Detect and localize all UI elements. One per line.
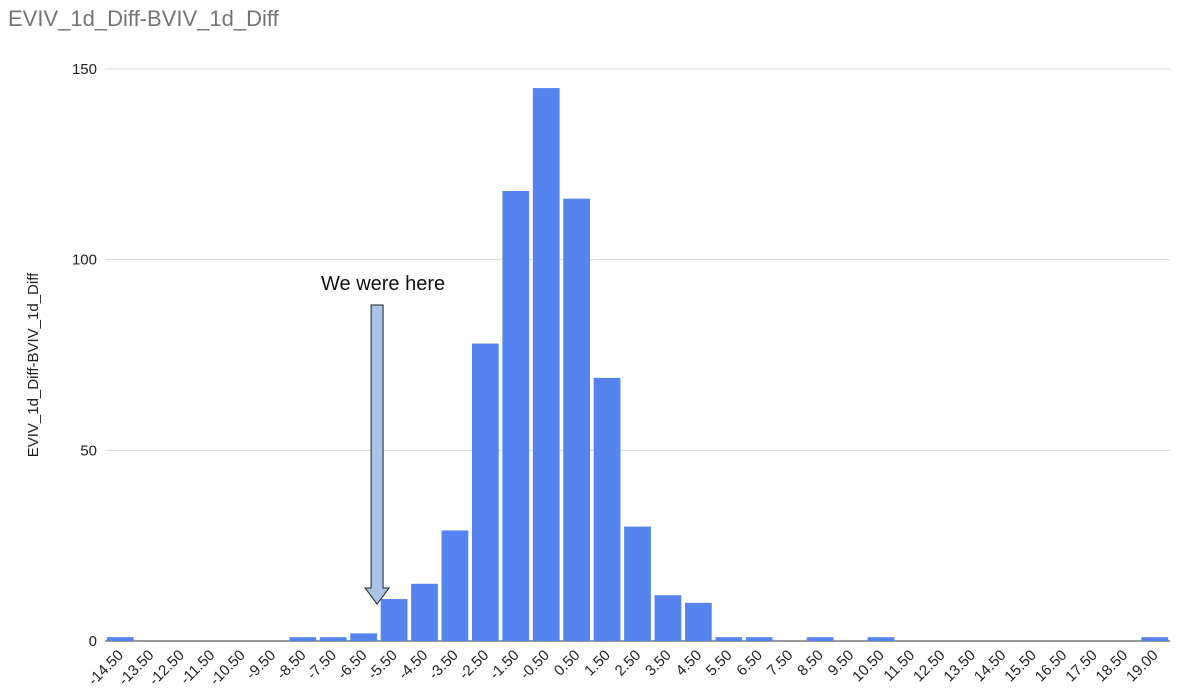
x-tick-label: -7.50 [304, 647, 340, 683]
annotation-label: We were here [321, 273, 445, 295]
y-tick-label: 150 [72, 61, 97, 78]
bar [502, 191, 530, 641]
x-tick-label: 13.50 [940, 647, 979, 686]
x-tick-label: -10.50 [207, 647, 249, 689]
x-tick-label: 14.50 [971, 647, 1010, 686]
x-tick-label: -8.50 [273, 647, 309, 683]
x-tick-label: 11.50 [880, 647, 918, 685]
x-tick-label: 18.50 [1093, 647, 1132, 686]
y-tick-label: 0 [89, 633, 97, 650]
bar [745, 637, 773, 641]
x-tick-label: 15.50 [1001, 647, 1040, 686]
chart-title: EVIV_1d_Diff-BVIV_1d_Diff [8, 6, 279, 31]
bar [411, 583, 438, 641]
bar [350, 633, 378, 641]
x-tick-label: 17.50 [1062, 647, 1101, 686]
x-tick-label: 19.00 [1123, 647, 1162, 686]
bar [624, 526, 651, 641]
bar [715, 637, 743, 641]
x-tick-label: -2.50 [456, 647, 492, 683]
bar [380, 599, 408, 641]
x-tick-label: -1.50 [486, 647, 522, 683]
y-axis-title: EVIV_1d_Diff-BVIV_1d_Diff [25, 272, 42, 457]
y-tick-label: 50 [80, 442, 97, 459]
x-tick-label: 4.50 [673, 647, 706, 680]
bar [867, 637, 895, 641]
x-tick-label: 7.50 [764, 647, 797, 680]
x-tick-label: 1.50 [581, 647, 614, 680]
bar [654, 595, 682, 641]
x-tick-label: 8.50 [794, 647, 827, 680]
y-axis-ticks: 0 50 100 150 [72, 61, 97, 650]
x-tick-label: 3.50 [642, 647, 675, 680]
y-tick-label: 100 [72, 252, 97, 269]
x-tick-label: 5.50 [703, 647, 736, 680]
x-tick-label: 10.50 [849, 647, 888, 686]
x-tick-label: -5.50 [365, 647, 401, 683]
bar [806, 637, 834, 641]
bar [563, 198, 591, 642]
bar [441, 530, 469, 641]
gridlines [105, 68, 1170, 642]
x-tick-label: -4.50 [395, 647, 431, 683]
x-tick-label: -12.50 [146, 647, 188, 689]
bar [106, 637, 134, 641]
annotation: We were here [321, 273, 445, 605]
x-tick-label: 6.50 [733, 647, 766, 680]
bar [684, 602, 712, 641]
bar [319, 637, 347, 641]
x-tick-label: 2.50 [612, 647, 645, 680]
x-tick-label: -0.50 [517, 647, 553, 683]
bar [532, 88, 560, 642]
annotation-arrow [364, 304, 391, 605]
bars [106, 88, 1169, 642]
x-tick-label: -3.50 [426, 647, 462, 683]
x-tick-label: 0.50 [551, 647, 584, 680]
bar [471, 343, 499, 641]
bar [289, 637, 317, 641]
x-tick-label: -9.50 [243, 647, 279, 683]
bar [1141, 637, 1169, 641]
x-axis-ticks: -14.50-13.50-12.50-11.50-10.50-9.50-8.50… [85, 647, 1162, 689]
x-tick-label: 12.50 [910, 647, 949, 686]
x-tick-label: -6.50 [334, 647, 370, 683]
x-tick-label: 16.50 [1032, 647, 1071, 686]
bar [593, 377, 621, 641]
